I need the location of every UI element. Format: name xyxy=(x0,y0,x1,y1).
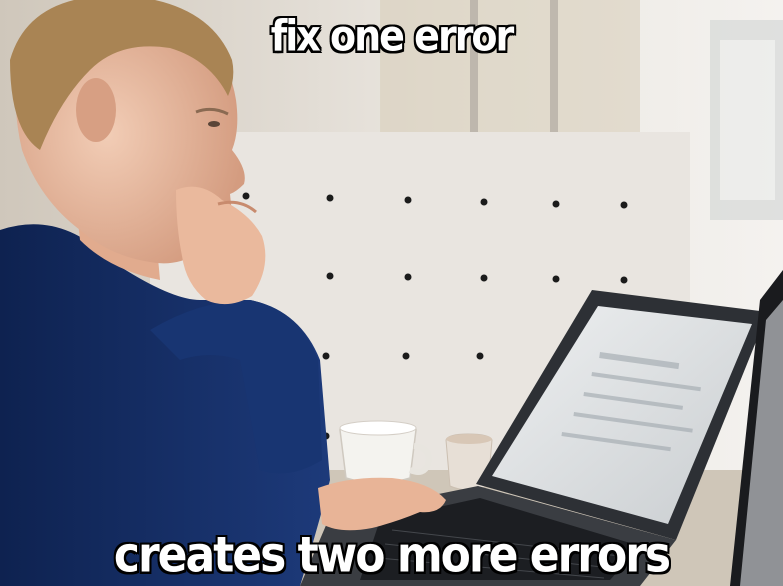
person-arm xyxy=(150,300,322,474)
person-ear xyxy=(76,78,116,142)
person-hair xyxy=(10,0,234,150)
background-window xyxy=(380,0,783,220)
person-typing-hand xyxy=(318,477,446,531)
person-hand xyxy=(176,186,266,305)
meme-bottom-caption: creates two more errors xyxy=(113,526,671,585)
meme-top-caption: fix one error xyxy=(270,11,515,61)
